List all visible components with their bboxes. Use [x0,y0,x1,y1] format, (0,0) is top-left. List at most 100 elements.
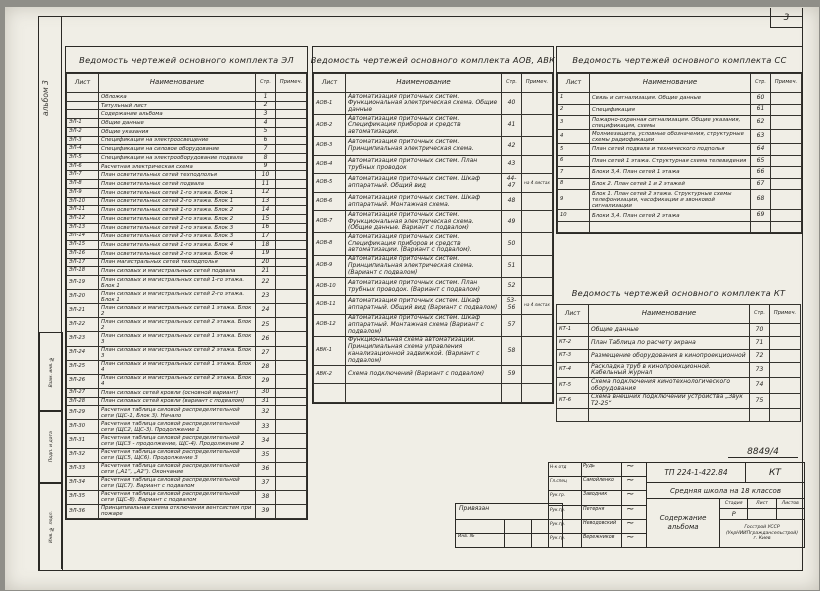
table-row: ЭЛ-8 План осветительных сетей подвала 11 [66,179,307,189]
table-row: ЭЛ-21 План силовых и магистральных сетей … [66,303,307,319]
table-row: ЭЛ-36 Принципиальная схема отключения вен… [66,503,307,520]
cell-list: КТ-6 [556,392,589,410]
sheet-column: Лист [748,499,777,519]
cell-name: Схема подключения кинотехнологического о… [588,377,750,394]
cell-page: 6 [255,135,276,146]
cell-note: на 4 листах [521,295,553,315]
cell-note [275,257,307,268]
cell-name: Блок 1. План сетей 2 этажа. Структурные … [589,189,751,211]
column-header-list: Лист [66,73,99,93]
cell-list: ЭЛ-18 [66,266,99,277]
cell-note [275,231,307,242]
cell-list: ЭЛ-16 [66,248,99,259]
cell-list: ЭЛ-12 [66,214,99,224]
cell-note [769,392,801,410]
cell-name: План осветительных сетей подвала [98,179,256,189]
cell-note [770,154,802,168]
table-row: КТ-3 Размещение оборудования в кинопроекц… [556,349,801,363]
cell-note [275,153,307,163]
cell-note [275,396,307,407]
cell-note [521,232,553,256]
attach-cell [549,520,562,533]
column-header-note: Примеч. [521,73,553,93]
table-row: ЭЛ-13 План осветительных сетей 1-го этажа… [66,222,307,233]
cell-note [275,179,307,189]
table-header-row: Лист Наименование Стр. Примеч. [556,304,801,324]
cell-note [275,433,307,449]
drawing-list-table-ss: Ведомость чертежей основного комплекта С… [556,46,803,235]
cell-sig [622,463,646,476]
cell-list: АОВ-10 [313,276,346,297]
cell-page: 15 [255,214,276,224]
table-row: Обложка 1 [66,92,307,102]
cell-page: 28 [255,359,276,375]
table-row: ЭЛ-34 Расчетная таблица силовой распредел… [66,475,307,491]
org-line2: (УкрНИИПграждансельстрой) [725,530,799,536]
attach-cell [505,520,532,533]
table-row: КТ-5 Схема подключения кинотехнологическо… [556,377,801,394]
drawing-list-table-aov-avk: Ведомость чертежей основного комплекта А… [311,46,555,404]
cell-page: 13 [255,196,276,207]
table-row: АОВ-5 Автоматизация приточных систем. Шка… [313,173,553,193]
cell-list: 10 [557,209,590,222]
cell-page: 38 [255,489,276,505]
cell-note [770,177,802,191]
cell-list: КТ-5 [556,377,589,394]
cell-page: 44-47 [501,173,522,193]
cell-note [275,170,307,181]
cell-note [521,276,553,297]
cell-name: План силовых и магистральных сетей 1 эта… [98,359,256,375]
cell-page: 14 [255,205,276,216]
title-block-bottom: Содержание альбома Стадия Р Лист Листов [647,499,804,547]
cell-list: ЭЛ-2 [66,126,99,137]
cell-name: Расчетная таблица силовой распределитель… [98,405,256,421]
cell-page: 67 [750,177,771,191]
cell-note [521,335,553,366]
cell-list: ЭЛ-24 [66,345,99,361]
table-row: Рук.гр. Вережников [549,533,646,548]
cell-note [769,323,801,337]
cell-name: Блоки 3,4. План сетей 1 этажа [589,166,751,179]
cell-name: Расчетная таблица силовой распределитель… [98,433,256,449]
table-row: ЭЛ-31 Расчетная таблица силовой распредел… [66,433,307,449]
table-row: ЭЛ-20 План силовых и магистральных сетей … [66,289,307,305]
cell-name: План силовых и магистральных сетей 1 эта… [98,331,256,347]
cell-role: Рук.гр. [549,491,582,505]
table-title-aov: Ведомость чертежей основного комплекта А… [311,47,555,73]
cell-name: План силовых и магистральных сетей 2 эта… [98,317,256,333]
cell-note [770,129,802,145]
column-header-list: Лист [313,73,346,93]
cell-name: Заводник [582,491,622,505]
cell-name: Раскладка труб в кинопроекционной. Кабел… [588,361,750,379]
cell-list: ЭЛ-26 [66,373,99,389]
cell-note [275,405,307,421]
cell-note [770,209,802,222]
table-row: КТ-4 Раскладка труб в кинопроекционной. К… [556,361,801,379]
cell-name: Автоматизация приточных систем. Шкаф апп… [345,295,502,315]
cell-page: 1 [255,92,276,102]
cell-name: План осветительных сетей 1-го этажа. Бло… [98,240,256,250]
table-row: АОВ-10 Автоматизация приточных систем. Пл… [313,276,553,297]
table-row: АОВ-1 Автоматизация приточных систем. Фун… [313,91,553,116]
cell-note [521,313,553,337]
cell-note [275,118,307,128]
cell-list: АОВ-7 [313,210,346,234]
cell-name: Автоматизация приточных систем. Принципи… [345,254,502,278]
cell-name: Блок 2. План сетей 1 и 2 этажей [589,177,751,191]
cell-note [521,383,553,403]
cell-name: План осветительных сетей 2-го этажа. Бло… [98,214,256,224]
cell-page: 21 [255,266,276,277]
table-row: ЭЛ-7 План осветительных сетей техподполья… [66,170,307,181]
cell-note [275,359,307,375]
cell-list: ЭЛ-29 [66,405,99,421]
cell-page: 11 [255,179,276,189]
table-row: КТ-1 Общие данные 70 [556,323,801,337]
cell-sig [622,520,646,533]
cell-name: План силовых и магистральных сетей 1-го … [98,275,256,291]
cell-name: План силовых и магистральных сетей 2 эта… [98,373,256,389]
cell-page: 63 [750,129,771,145]
cell-note [770,220,802,234]
attach-row: Инв. № [456,534,562,547]
table-title-kt: Ведомость чертежей основного комплекта К… [571,288,786,298]
cell-list: 6 [557,154,590,168]
